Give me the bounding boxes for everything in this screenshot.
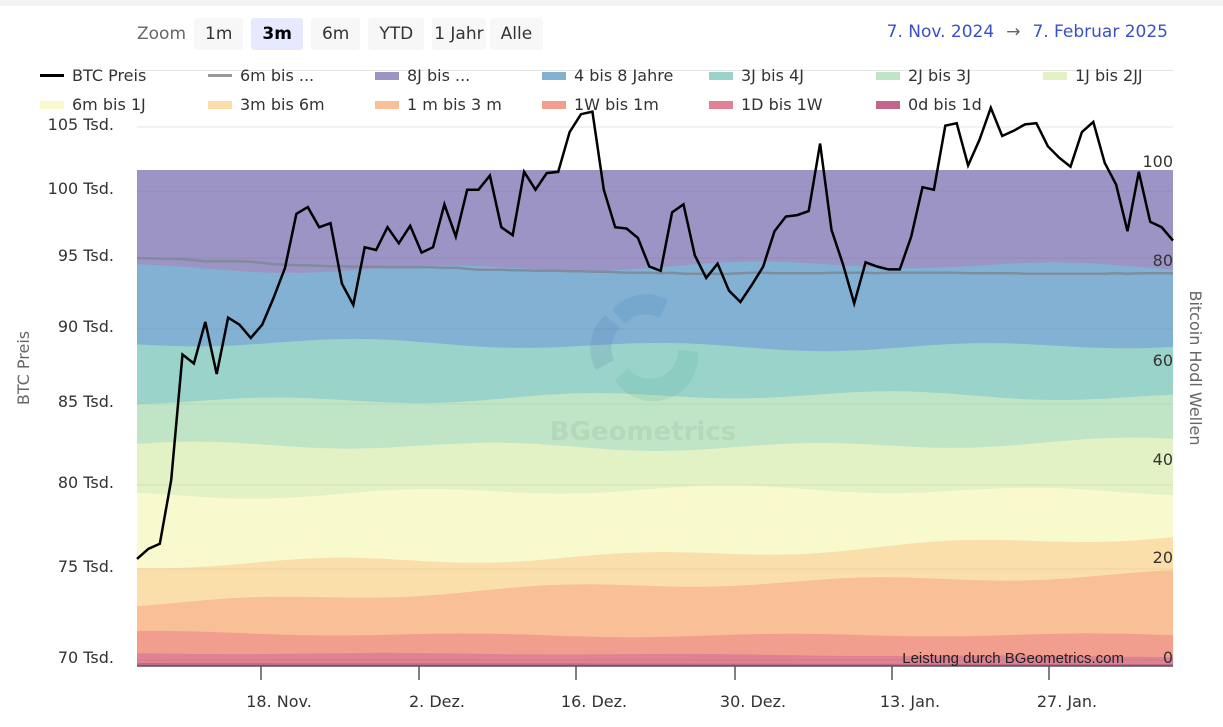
x-axis: 18. Nov. 2. Dez. 16. Dez. 30. Dez. 13. Jan. 2…	[246, 666, 1097, 711]
legend-label: 3m bis 6m	[240, 95, 325, 114]
series-6m-plus-line	[137, 257, 1173, 275]
y2-tick-label: 80	[1153, 251, 1173, 270]
date-range: 7. Nov. 2024 → 7. Februar 2025	[887, 22, 1168, 42]
watermark: BGeometrics	[550, 294, 736, 447]
legend-label: 6m bis ...	[240, 66, 315, 85]
y-axis-right: 0 20 40 60 80 100	[1142, 152, 1173, 667]
legend-item-6m-plus[interactable]: 6m bis ...	[208, 66, 314, 85]
range-arrow-icon: →	[1006, 22, 1021, 42]
y-tick-label: 100 Tsd.	[48, 179, 114, 198]
x-tick-label: 16. Dez.	[561, 692, 627, 711]
legend-swatch	[40, 100, 64, 109]
top-bar-background	[0, 0, 1223, 6]
y2-axis-title: Bitcoin Hodl Wellen	[1186, 290, 1205, 445]
zoom-ytd-button[interactable]: YTD	[368, 18, 425, 50]
legend-label: 6m bis 1J	[72, 95, 146, 114]
legend-label: 3J bis 4J	[741, 66, 804, 85]
y-axis-left: 70 Tsd. 75 Tsd. 80 Tsd. 85 Tsd. 90 Tsd. 95 Ts…	[48, 115, 114, 667]
legend-swatch	[709, 71, 733, 80]
y-tick-label: 80 Tsd.	[58, 473, 114, 492]
legend-swatch	[1043, 71, 1067, 80]
zoom-alle-button[interactable]: Alle	[489, 18, 544, 50]
x-tick-label: 27. Jan.	[1037, 692, 1097, 711]
range-to-input[interactable]: 7. Februar 2025	[1032, 22, 1168, 42]
legend-item-4-bis-8-jahre[interactable]: 4 bis 8 Jahre	[542, 66, 673, 85]
legend-label: 2J bis 3J	[908, 66, 971, 85]
legend-swatch	[40, 74, 64, 77]
zoom-6m-button[interactable]: 6m	[310, 18, 361, 50]
legend-item-1w-bis-1m[interactable]: 1W bis 1m	[542, 95, 659, 114]
watermark-text: BGeometrics	[550, 417, 736, 447]
legend-swatch	[375, 71, 399, 80]
zoom-3m-button[interactable]: 3m	[251, 18, 303, 50]
legend-swatch	[208, 100, 232, 109]
y2-tick-label: 0	[1163, 648, 1173, 667]
legend-item-0d-bis-1d[interactable]: 0d bis 1d	[876, 95, 982, 114]
y-axis-title: BTC Preis	[14, 331, 33, 405]
y2-tick-label: 60	[1153, 351, 1173, 370]
zoom-controls: Zoom 1m 3m 6m YTD 1 Jahr Alle	[137, 18, 551, 50]
legend-label: 1 m bis 3 m	[407, 95, 502, 114]
y-tick-label: 90 Tsd.	[58, 317, 114, 336]
zoom-1m-button[interactable]: 1m	[194, 18, 244, 50]
legend-item-8j-plus[interactable]: 8J bis ...	[375, 66, 470, 85]
legend-label: 8J bis ...	[407, 66, 471, 85]
legend-swatch	[208, 74, 232, 77]
watermark-logo-icon	[590, 315, 620, 370]
legend-swatch	[542, 71, 566, 80]
legend-item-btc-preis[interactable]: BTC Preis	[40, 66, 146, 85]
zoom-1-jahr-button[interactable]: 1 Jahr	[432, 18, 486, 50]
x-tick-label: 13. Jan.	[880, 692, 940, 711]
legend-swatch	[542, 100, 566, 109]
y2-tick-label: 100	[1142, 152, 1173, 171]
y-tick-label: 70 Tsd.	[58, 648, 114, 667]
grid-lines	[137, 126, 1173, 661]
y-tick-label: 75 Tsd.	[58, 557, 114, 576]
y-tick-label: 95 Tsd.	[58, 246, 114, 265]
legend-label: 0d bis 1d	[908, 95, 982, 114]
watermark-logo-icon	[615, 350, 699, 402]
legend-item-1j-bis-2j[interactable]: 1J bis 2JJ	[1043, 66, 1143, 85]
y-tick-label: 105 Tsd.	[48, 115, 114, 134]
y2-tick-label: 40	[1153, 450, 1173, 469]
legend-item-1d-bis-1w[interactable]: 1D bis 1W	[709, 95, 823, 114]
legend-divider	[137, 70, 1173, 71]
range-from-input[interactable]: 7. Nov. 2024	[886, 22, 995, 42]
legend-swatch	[876, 100, 900, 109]
legend-item-6m-bis-1j[interactable]: 6m bis 1J	[40, 95, 146, 114]
legend-label: BTC Preis	[72, 66, 147, 85]
legend-label: 4 bis 8 Jahre	[574, 66, 674, 85]
legend-item-3j-bis-4j[interactable]: 3J bis 4J	[709, 66, 804, 85]
y2-tick-label: 20	[1153, 548, 1173, 567]
legend-label: 1J bis 2JJ	[1075, 66, 1143, 85]
series-btc-price-line	[136, 104, 1174, 560]
y-tick-label: 85 Tsd.	[58, 392, 114, 411]
zoom-label: Zoom	[137, 24, 187, 44]
x-tick-label: 30. Dez.	[720, 692, 786, 711]
legend-item-1m-bis-3m[interactable]: 1 m bis 3 m	[375, 95, 502, 114]
legend-label: 1D bis 1W	[741, 95, 823, 114]
x-tick-label: 18. Nov.	[246, 692, 312, 711]
legend-item-2j-bis-3j[interactable]: 2J bis 3J	[876, 66, 971, 85]
legend-swatch	[375, 100, 399, 109]
legend-label: 1W bis 1m	[574, 95, 659, 114]
x-tick-label: 2. Dez.	[409, 692, 465, 711]
hodl-bands	[137, 170, 1173, 666]
watermark-logo-icon	[612, 294, 668, 324]
band-1d-bis-1w	[137, 652, 1173, 666]
legend-swatch	[709, 100, 733, 109]
credit-text[interactable]: Leistung durch BGeometrics.com	[902, 650, 1124, 667]
legend-item-3m-bis-6m[interactable]: 3m bis 6m	[208, 95, 325, 114]
legend-swatch	[876, 71, 900, 80]
